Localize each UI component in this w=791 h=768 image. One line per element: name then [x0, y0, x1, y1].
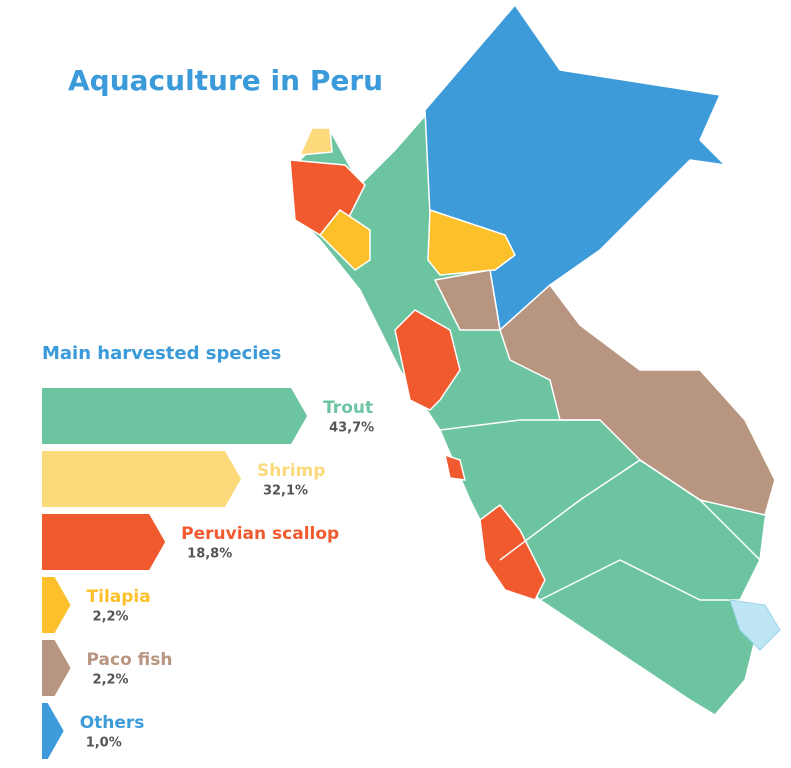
- category-label: Shrimp: [257, 461, 325, 481]
- peru-map: [289, 4, 781, 716]
- category-label: Others: [80, 713, 145, 733]
- chart-subtitle: Main harvested species: [42, 343, 281, 364]
- map-region: [299, 127, 333, 156]
- bar: [42, 514, 166, 570]
- map-region: [444, 454, 466, 481]
- map-lake: [729, 599, 781, 651]
- value-label: 1,0%: [86, 736, 122, 751]
- bar: [42, 451, 241, 507]
- map-region: [394, 309, 461, 411]
- category-label: Peruvian scallop: [181, 524, 339, 544]
- map-region: [499, 284, 776, 516]
- value-label: 43,7%: [329, 421, 374, 436]
- category-label: Tilapia: [87, 587, 151, 607]
- bar: [42, 640, 71, 696]
- value-label: 18,8%: [187, 547, 232, 562]
- bar: [42, 703, 64, 759]
- map-border: [539, 559, 740, 601]
- map-region: [427, 209, 516, 276]
- bar: [42, 388, 308, 444]
- map-region: [319, 209, 371, 271]
- bar: [42, 577, 71, 633]
- value-label: 32,1%: [263, 484, 308, 499]
- chart-title: Aquaculture in Peru: [68, 64, 383, 97]
- map-border: [499, 459, 761, 561]
- value-label: 2,2%: [93, 610, 129, 625]
- category-label: Trout: [323, 398, 373, 418]
- value-label: 2,2%: [93, 673, 129, 688]
- map-border: [439, 419, 600, 431]
- map-region: [479, 504, 546, 601]
- category-label: Paco fish: [87, 650, 173, 670]
